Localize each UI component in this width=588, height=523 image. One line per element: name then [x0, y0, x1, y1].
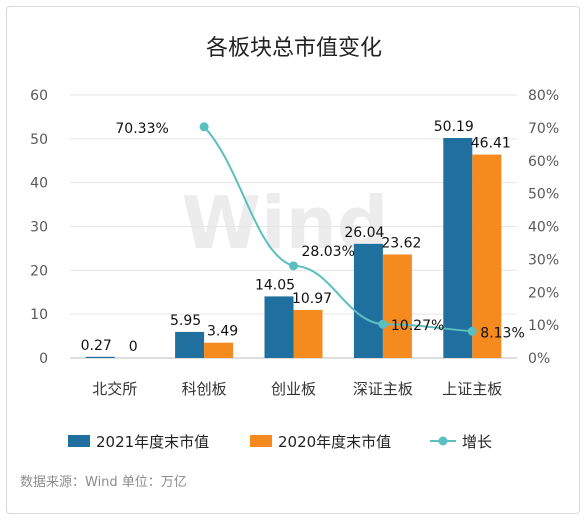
bar-value-label: 14.05 — [255, 277, 295, 293]
growth-point — [378, 319, 388, 329]
growth-value-label: 28.03% — [302, 244, 355, 260]
y-right-tick: 50% — [528, 187, 559, 203]
y-right-tick: 80% — [528, 88, 559, 104]
category-label: 上证主板 — [442, 380, 502, 398]
growth-line — [199, 122, 477, 336]
y-left-tick: 50 — [30, 132, 48, 148]
y-left-tick: 10 — [30, 307, 48, 323]
legend: 2021年度末市值 2020年度末市值 增长 — [68, 433, 492, 451]
category-label: 科创板 — [182, 380, 227, 398]
bar-series — [85, 138, 502, 358]
legend-marker — [438, 436, 448, 446]
bar — [204, 342, 234, 358]
legend-swatch — [68, 435, 90, 447]
bar — [353, 243, 383, 358]
growth-point — [199, 122, 209, 132]
growth-point — [467, 326, 477, 336]
y-left-tick: 40 — [30, 176, 48, 192]
category-label: 深证主板 — [353, 380, 413, 398]
bar-value-label: 50.19 — [434, 119, 474, 135]
y-left-tick: 30 — [30, 220, 48, 236]
bar — [293, 309, 323, 358]
category-label: 创业板 — [271, 380, 316, 398]
bar — [382, 254, 412, 358]
category-label: 北交所 — [92, 380, 137, 398]
growth-value-label: 10.27% — [391, 318, 444, 334]
bar — [472, 154, 502, 358]
legend-label: 2021年度末市值 — [96, 433, 209, 451]
bar-value-label: 26.04 — [344, 225, 384, 241]
chart-title: 各板块总市值变化 — [206, 36, 382, 61]
bar — [85, 356, 115, 358]
y-right-tick: 70% — [528, 121, 559, 137]
y-right-tick: 40% — [528, 220, 559, 236]
y-left-tick: 60 — [30, 88, 48, 104]
y-left-tick: 20 — [30, 263, 48, 279]
bar-value-label: 10.97 — [292, 291, 332, 307]
y-left-tick: 0 — [39, 351, 48, 367]
bar — [443, 138, 473, 358]
bar-value-label: 5.95 — [170, 313, 201, 329]
bar-value-label: 3.49 — [207, 324, 238, 340]
bar-value-label: 0 — [129, 339, 138, 355]
legend-swatch — [250, 435, 272, 447]
legend-label: 2020年度末市值 — [278, 433, 391, 451]
left-axis-ticks: 0 10 20 30 40 50 60 — [30, 88, 48, 367]
bar-value-label: 0.27 — [81, 338, 112, 354]
y-right-tick: 0% — [528, 351, 550, 367]
bar-value-label: 23.62 — [381, 235, 421, 251]
growth-value-label: 70.33% — [115, 121, 168, 137]
category-labels: 北交所 科创板 创业板 深证主板 上证主板 — [92, 380, 502, 398]
right-axis-ticks: 0% 10% 20% 30% 40% 50% 60% 70% 80% — [528, 88, 559, 367]
source-note: 数据来源：Wind 单位：万亿 — [20, 475, 187, 490]
y-right-tick: 10% — [528, 318, 559, 334]
growth-value-label: 8.13% — [480, 325, 524, 341]
legend-label: 增长 — [462, 433, 492, 451]
y-right-tick: 30% — [528, 252, 559, 268]
bar — [264, 296, 294, 358]
growth-line-path — [203, 126, 473, 333]
y-right-tick: 20% — [528, 285, 559, 301]
y-right-tick: 60% — [528, 154, 559, 170]
bar-value-label: 46.41 — [471, 136, 511, 152]
growth-point — [289, 261, 298, 271]
bar — [175, 331, 205, 358]
